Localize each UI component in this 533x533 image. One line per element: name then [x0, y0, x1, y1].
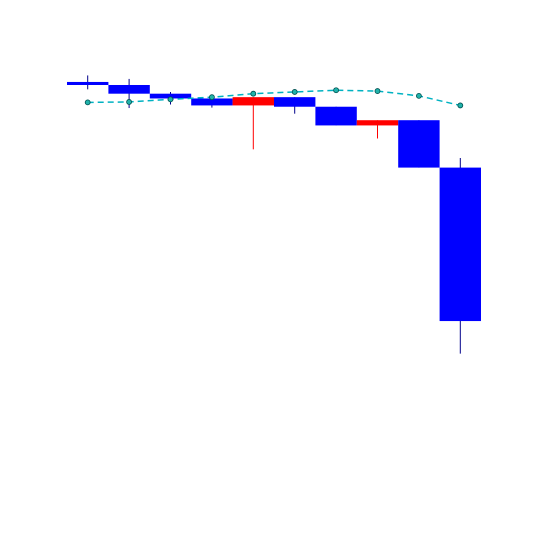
trend-point-6 — [291, 89, 298, 95]
trend-line-layer — [84, 87, 464, 109]
trend-point-3 — [167, 96, 174, 103]
trend-point-5 — [250, 90, 257, 97]
candle-body-2 — [108, 84, 150, 94]
wick-layer — [87, 75, 461, 354]
candle-body-8 — [356, 120, 399, 126]
trend-point-1 — [84, 99, 91, 106]
trend-line-1 — [87, 89, 461, 107]
candle-body-1 — [67, 81, 109, 85]
trend-point-7 — [333, 87, 340, 94]
trend-point-4 — [208, 94, 215, 101]
candle-body-10 — [439, 167, 481, 322]
trend-point-9 — [415, 92, 422, 99]
candle-body-7 — [315, 106, 357, 126]
candle-body-4 — [191, 98, 233, 106]
candle-body-5 — [232, 97, 274, 106]
candle-body-3 — [149, 93, 192, 99]
candle-body-6 — [274, 97, 316, 107]
trend-point-10 — [457, 102, 464, 109]
candle-body-9 — [398, 120, 440, 168]
trend-point-2 — [126, 99, 133, 105]
trend-point-8 — [374, 88, 381, 94]
candle-body-layer — [67, 81, 481, 322]
